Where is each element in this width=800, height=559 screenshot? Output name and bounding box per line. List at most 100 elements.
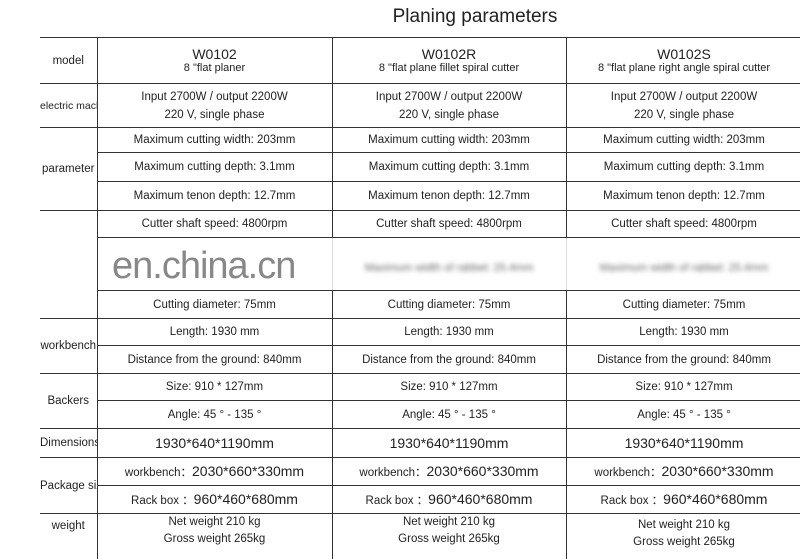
- max-depth-cell: Maximum cutting depth: 3.1mm: [332, 153, 566, 182]
- gross-weight: Gross weight 265kg: [567, 536, 800, 548]
- net-weight: Net weight 210 kg: [333, 514, 566, 528]
- model-code: W0102: [98, 47, 332, 62]
- length-cell: Length: 1930 mm: [566, 319, 800, 346]
- size-row: Backers Size: 910 * 127mm Size: 910 * 12…: [40, 374, 800, 401]
- ground-cell: Distance from the ground: 840mm: [97, 346, 332, 374]
- shaft-speed-cell: Cutter shaft speed: 4800rpm: [97, 211, 332, 238]
- row-label-parameter: parameter: [40, 128, 97, 211]
- power-text: Input 2700W / output 2200W: [98, 91, 332, 103]
- power-text: Input 2700W / output 2200W: [567, 91, 800, 103]
- size-cell: Size: 910 * 127mm: [566, 374, 800, 401]
- page-title: Planing parameters: [0, 6, 800, 28]
- max-depth-cell: Maximum cutting depth: 3.1mm: [97, 153, 332, 182]
- net-weight: Net weight 210 kg: [567, 514, 800, 531]
- shaft-speed-cell: Cutter shaft speed: 4800rpm: [566, 211, 800, 238]
- voltage-text: 220 V, single phase: [98, 109, 332, 121]
- blurred-text: Maximum width of rabbet: 25.4mm: [567, 254, 800, 274]
- row-label-workbench: workbench: [40, 319, 97, 374]
- pkg-label: Rack box ：: [601, 495, 664, 507]
- pkg-value: 2030*660*330mm: [192, 463, 304, 479]
- size-cell: Size: 910 * 127mm: [332, 374, 566, 401]
- ground-cell: Distance from the ground: 840mm: [566, 346, 800, 374]
- dimensions-cell: 1930*640*1190mm: [97, 429, 332, 458]
- model-name: 8 "flat planer: [98, 62, 332, 74]
- electric-cell: Input 2700W / output 2200W 220 V, single …: [97, 84, 332, 128]
- blurred-cell: Maximum width of rabbet: 25.4mm: [566, 238, 800, 291]
- electric-cell: Input 2700W / output 2200W 220 V, single …: [332, 84, 566, 128]
- max-tenon-cell: Maximum tenon depth: 12.7mm: [97, 182, 332, 211]
- voltage-text: 220 V, single phase: [567, 109, 800, 121]
- max-depth-row: Maximum cutting depth: 3.1mm Maximum cut…: [40, 153, 800, 182]
- row-label-model: model: [40, 38, 97, 84]
- dimensions-row: Dimensions 1930*640*1190mm 1930*640*1190…: [40, 429, 800, 458]
- row-label-dimensions: Dimensions: [40, 429, 97, 458]
- weight-cell: Net weight 210 kg Gross weight 265kg: [97, 514, 332, 559]
- angle-cell: Angle: 45 ° - 135 °: [332, 401, 566, 429]
- weight-cell: Net weight 210 kg Gross weight 265kg: [566, 514, 800, 559]
- row-label-empty: [40, 211, 97, 319]
- max-tenon-cell: Maximum tenon depth: 12.7mm: [332, 182, 566, 211]
- cutting-diameter-cell: Cutting diameter: 75mm: [566, 291, 800, 319]
- model-code: W0102R: [333, 47, 566, 62]
- row-label-backers: Backers: [40, 374, 97, 429]
- shaft-speed-row: Cutter shaft speed: 4800rpm Cutter shaft…: [40, 211, 800, 238]
- gross-weight: Gross weight 265kg: [98, 533, 332, 545]
- model-name: 8 "flat plane right angle spiral cutter: [567, 62, 800, 74]
- pkg-label: workbench：: [125, 467, 192, 479]
- pkg-rack-row: Rack box ：960*460*680mm Rack box ：960*46…: [40, 486, 800, 514]
- max-width-cell: Maximum cutting width: 203mm: [566, 128, 800, 153]
- angle-cell: Angle: 45 ° - 135 °: [566, 401, 800, 429]
- max-width-cell: Maximum cutting width: 203mm: [332, 128, 566, 153]
- pkg-label: workbench：: [594, 467, 661, 479]
- watermark: en.china.cn: [112, 246, 295, 286]
- pkg-value: 2030*660*330mm: [662, 463, 774, 479]
- pkg-workbench-cell: workbench：2030*660*330mm: [97, 458, 332, 486]
- model-code: W0102S: [567, 47, 800, 62]
- pkg-workbench-row: Package size workbench：2030*660*330mm wo…: [40, 458, 800, 486]
- cutting-diameter-cell: Cutting diameter: 75mm: [97, 291, 332, 319]
- pkg-value: 960*460*680mm: [428, 491, 532, 507]
- pkg-value: 2030*660*330mm: [427, 463, 539, 479]
- power-text: Input 2700W / output 2200W: [333, 91, 566, 103]
- ground-cell: Distance from the ground: 840mm: [332, 346, 566, 374]
- length-cell: Length: 1930 mm: [97, 319, 332, 346]
- size-cell: Size: 910 * 127mm: [97, 374, 332, 401]
- cutting-diameter-row: Cutting diameter: 75mm Cutting diameter:…: [40, 291, 800, 319]
- max-width-row: parameter Maximum cutting width: 203mm M…: [40, 128, 800, 153]
- row-label-package: Package size: [40, 458, 97, 514]
- pkg-rack-cell: Rack box ：960*460*680mm: [566, 486, 800, 514]
- max-width-cell: Maximum cutting width: 203mm: [97, 128, 332, 153]
- electric-row: electric machinery Input 2700W / output …: [40, 84, 800, 128]
- gross-weight: Gross weight 265kg: [333, 533, 566, 545]
- row-label-weight: weight: [40, 514, 97, 559]
- pkg-value: 960*460*680mm: [194, 491, 298, 507]
- shaft-speed-cell: Cutter shaft speed: 4800rpm: [332, 211, 566, 238]
- angle-cell: Angle: 45 ° - 135 °: [97, 401, 332, 429]
- angle-row: Angle: 45 ° - 135 ° Angle: 45 ° - 135 ° …: [40, 401, 800, 429]
- max-tenon-cell: Maximum tenon depth: 12.7mm: [566, 182, 800, 211]
- pkg-workbench-cell: workbench：2030*660*330mm: [566, 458, 800, 486]
- electric-cell: Input 2700W / output 2200W 220 V, single …: [566, 84, 800, 128]
- max-depth-cell: Maximum cutting depth: 3.1mm: [566, 153, 800, 182]
- ground-row: Distance from the ground: 840mm Distance…: [40, 346, 800, 374]
- pkg-workbench-cell: workbench：2030*660*330mm: [332, 458, 566, 486]
- dimensions-cell: 1930*640*1190mm: [566, 429, 800, 458]
- length-cell: Length: 1930 mm: [332, 319, 566, 346]
- cutting-diameter-cell: Cutting diameter: 75mm: [332, 291, 566, 319]
- pkg-label: workbench：: [359, 467, 426, 479]
- voltage-text: 220 V, single phase: [333, 109, 566, 121]
- net-weight: Net weight 210 kg: [98, 514, 332, 528]
- row-label-electric: electric machinery: [40, 84, 97, 128]
- weight-cell: Net weight 210 kg Gross weight 265kg: [332, 514, 566, 559]
- model-name: 8 "flat plane fillet spiral cutter: [333, 62, 566, 74]
- dimensions-cell: 1930*640*1190mm: [332, 429, 566, 458]
- pkg-label: Rack box ：: [131, 495, 194, 507]
- max-tenon-row: Maximum tenon depth: 12.7mm Maximum teno…: [40, 182, 800, 211]
- length-row: workbench Length: 1930 mm Length: 1930 m…: [40, 319, 800, 346]
